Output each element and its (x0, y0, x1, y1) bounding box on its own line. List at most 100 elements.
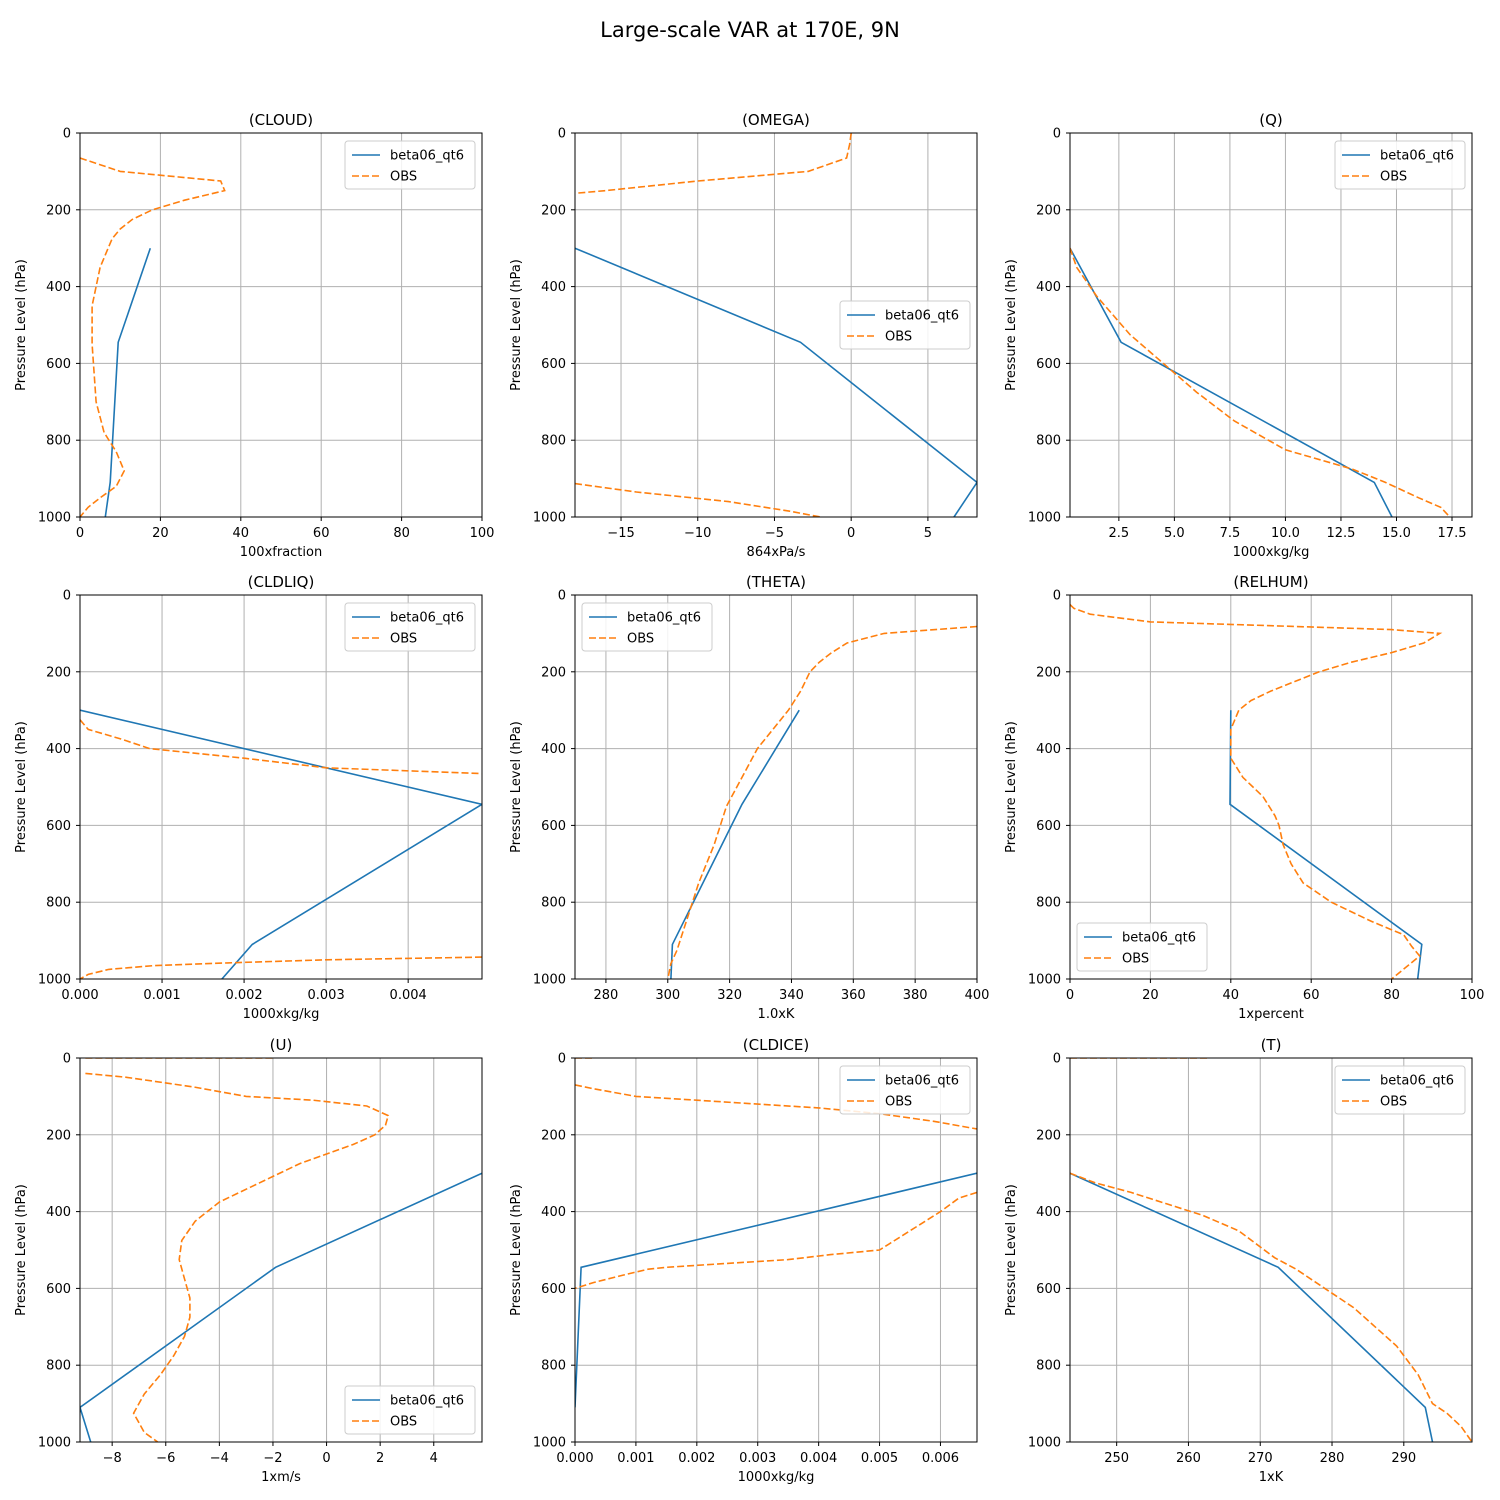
x-tick-label: 100 (1460, 988, 1485, 1003)
x-tick-label: −6 (156, 1451, 175, 1466)
plot-frame (574, 132, 978, 518)
panel-5: 0 20 40 60 80 10002004006008001000(RELHUM)1xp… (1004, 573, 1484, 1022)
x-tick-label: 0.004 (800, 1451, 837, 1466)
legend-label: OBS (390, 170, 417, 185)
plot-frame (1069, 1057, 1473, 1443)
x-tick-label: 0.003 (739, 1451, 776, 1466)
legend-label: OBS (885, 330, 912, 345)
x-tick-label: 100 (470, 526, 495, 541)
x-tick-label: 0.000 (61, 988, 98, 1003)
y-tick-label: 600 (1036, 819, 1061, 834)
y-tick-label: 1000 (1028, 511, 1061, 526)
y-tick-label: 400 (46, 1205, 71, 1220)
y-tick-label: 1000 (533, 511, 566, 526)
y-tick-label: 800 (541, 1359, 566, 1374)
panel-2: 2.5 5.0 7.5 10.0 12.5 15.0 17.5 0 200 400 600 800 10… (1004, 111, 1473, 560)
legend-label: beta06_qt6 (390, 1394, 464, 1409)
y-axis-label: Pressure Level (hPa) (509, 721, 524, 853)
series-line-obs (1070, 247, 1451, 517)
x-tick-label: 0 (1066, 988, 1074, 1003)
legend-label: beta06_qt6 (390, 149, 464, 164)
x-tick-label: −15 (607, 526, 634, 541)
legend: beta06_qt6 OBS (581, 602, 713, 652)
x-tick-label: −4 (210, 1451, 229, 1466)
y-tick-label: 200 (46, 203, 71, 218)
y-tick-label: 1000 (38, 1436, 71, 1451)
legend-label: beta06_qt6 (885, 309, 959, 324)
x-axis-label: 1xK (1259, 1470, 1284, 1485)
x-tick-label: 0.001 (143, 988, 180, 1003)
y-tick-label: 800 (46, 1359, 71, 1374)
series-line-obs (575, 1084, 977, 1130)
x-tick-label: 320 (717, 988, 742, 1003)
x-tick-label: 380 (903, 988, 928, 1003)
series-line-obs (575, 133, 852, 195)
x-tick-label: 7.5 (1220, 526, 1241, 541)
x-tick-label: 0.001 (617, 1451, 654, 1466)
y-tick-label: 0 (1053, 127, 1061, 142)
legend: beta06_qt6 OBS (344, 140, 476, 190)
legend-box (1334, 140, 1466, 190)
legend-label: OBS (390, 1415, 417, 1430)
x-tick-label: 0.000 (556, 1451, 593, 1466)
y-tick-label: 1000 (533, 973, 566, 988)
y-axis-label: Pressure Level (hPa) (1004, 259, 1019, 391)
x-axis-label: 100xfraction (240, 545, 322, 560)
y-tick-label: 600 (46, 357, 71, 372)
y-axis-label: Pressure Level (hPa) (509, 1184, 524, 1316)
y-tick-label: 400 (1036, 742, 1061, 757)
x-tick-label: 60 (313, 526, 330, 541)
series-line-obs (1070, 1172, 1472, 1442)
panel-title: (Q) (1259, 111, 1283, 129)
y-tick-label: 800 (1036, 1359, 1061, 1374)
series-line-model (575, 247, 977, 517)
series-line-obs (667, 625, 977, 979)
panel-title: (RELHUM) (1233, 573, 1308, 591)
y-tick-label: 400 (1036, 280, 1061, 295)
y-axis-label: Pressure Level (hPa) (1004, 1184, 1019, 1316)
x-tick-label: 5 (924, 526, 932, 541)
x-tick-label: 4 (430, 1451, 438, 1466)
y-axis-label: Pressure Level (hPa) (14, 1184, 29, 1316)
legend: beta06_qt6 OBS (344, 1385, 476, 1435)
x-tick-label: 17.5 (1438, 526, 1467, 541)
y-tick-label: 800 (46, 896, 71, 911)
x-axis-label: 864xPa/s (747, 545, 806, 560)
y-tick-label: 0 (558, 127, 566, 142)
y-tick-label: 0 (63, 127, 71, 142)
legend: beta06_qt6 OBS (839, 300, 971, 350)
y-axis-label: Pressure Level (hPa) (14, 721, 29, 853)
y-tick-label: 200 (46, 665, 71, 680)
x-tick-label: 40 (233, 526, 250, 541)
panel-4: 280 300 320 340 360 380 400 0 200 400 600 800 1000 (T… (509, 573, 989, 1022)
plot-frame (574, 1057, 978, 1443)
plot-frame (79, 594, 483, 980)
x-tick-label: 340 (779, 988, 804, 1003)
y-tick-label: 0 (63, 589, 71, 604)
x-tick-label: 280 (1320, 1451, 1345, 1466)
legend: beta06_qt6 OBS (1334, 1065, 1466, 1115)
x-tick-label: 0.002 (225, 988, 262, 1003)
panel-1: −15 −10 −5 0 5 0 200 400 600 800 1000 (OMEGA) 864xPa… (509, 111, 978, 560)
x-tick-label: 0 (847, 526, 855, 541)
panel-6: −8 −6 −4 −2 0 2 4 0 200 400 600 800 1000 (U) 1xm/s Pres… (14, 1036, 483, 1485)
y-tick-label: 400 (46, 280, 71, 295)
y-tick-label: 400 (46, 742, 71, 757)
y-tick-label: 800 (541, 434, 566, 449)
series-line-model (80, 709, 482, 979)
x-tick-label: 12.5 (1326, 526, 1355, 541)
x-tick-label: 80 (1383, 988, 1400, 1003)
legend-label: OBS (885, 1095, 912, 1110)
y-tick-label: 200 (1036, 203, 1061, 218)
x-tick-label: 250 (1104, 1451, 1129, 1466)
x-tick-label: 0.005 (861, 1451, 898, 1466)
y-tick-label: 200 (541, 665, 566, 680)
series-line-obs (80, 157, 226, 517)
x-tick-label: 0 (76, 526, 84, 541)
panel-title: (CLDLIQ) (248, 573, 315, 591)
legend: beta06_qt6 OBS (839, 1065, 971, 1115)
series-line-obs (80, 956, 482, 979)
y-tick-label: 1000 (533, 1436, 566, 1451)
x-axis-label: 1000xkg/kg (738, 1470, 815, 1485)
